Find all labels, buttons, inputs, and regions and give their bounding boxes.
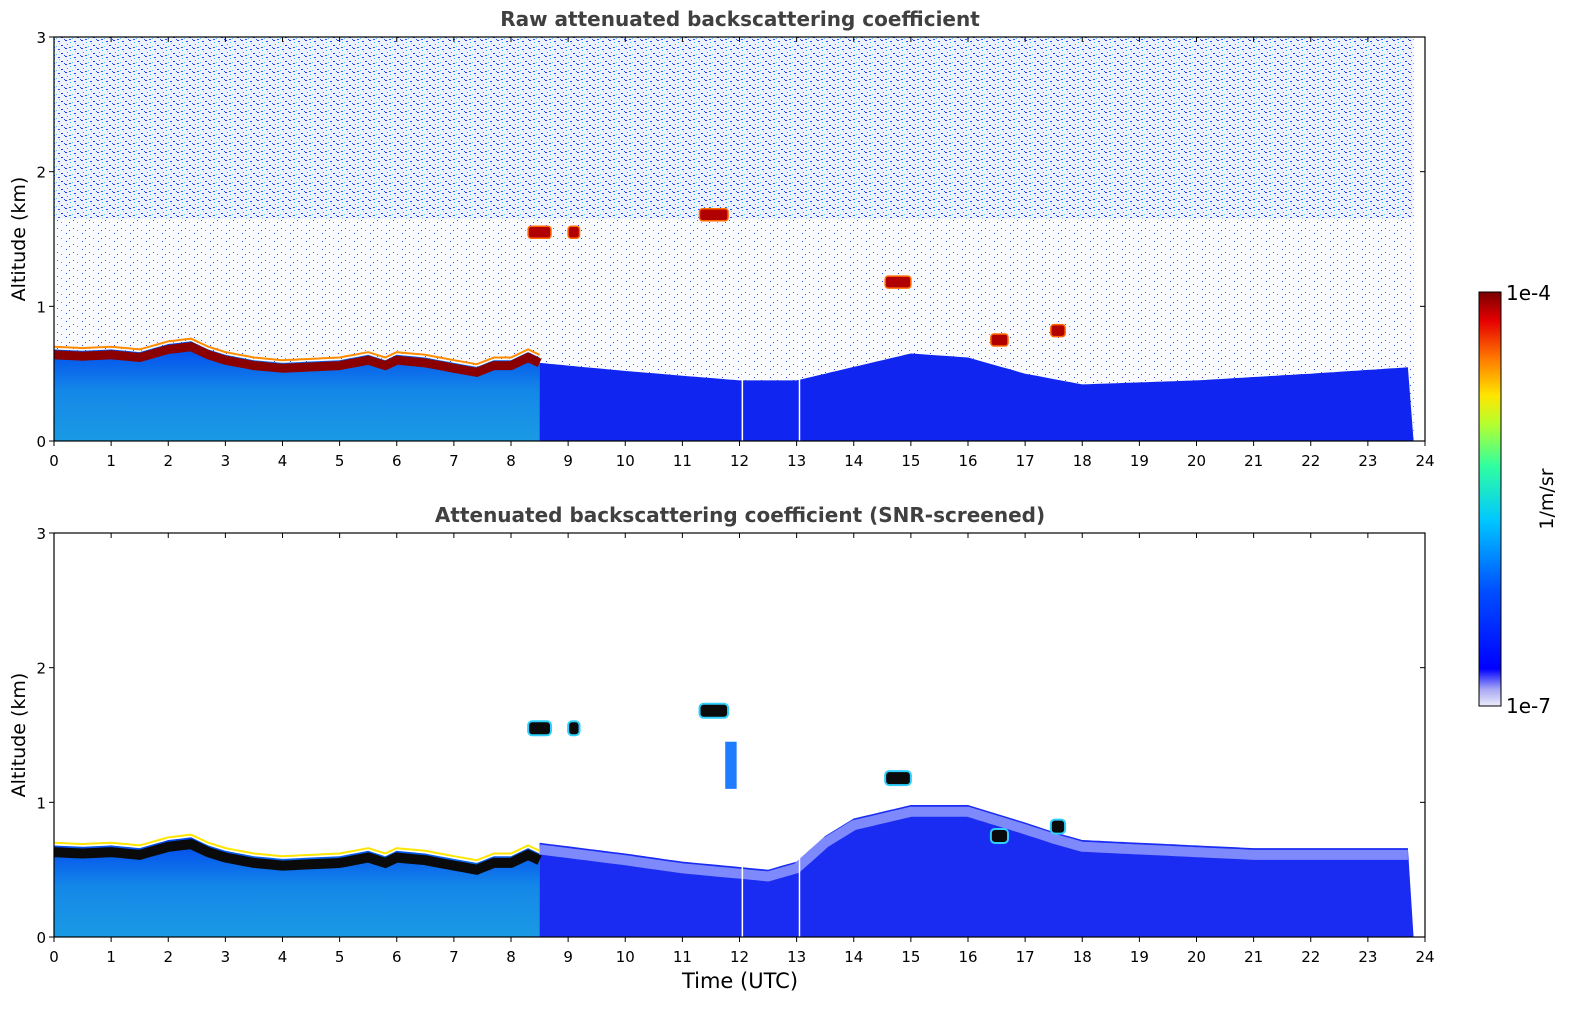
y-tick-label: 2	[36, 660, 46, 678]
x-tick-label: 17	[1016, 452, 1035, 470]
x-tick-label: 2	[163, 452, 173, 470]
x-tick-label: 10	[616, 452, 635, 470]
x-tick-label: 2	[163, 948, 173, 966]
raw-panel-title: Raw attenuated backscattering coefficien…	[500, 7, 980, 31]
colorbar-unit-label: 1/m/sr	[1536, 468, 1558, 529]
x-tick-label: 12	[730, 452, 749, 470]
raw-cloud	[1050, 323, 1066, 338]
raw-cloud	[567, 225, 581, 240]
x-tick-label: 19	[1130, 948, 1149, 966]
x-tick-label: 21	[1244, 948, 1263, 966]
x-tick-label: 23	[1358, 452, 1377, 470]
x-tick-label: 17	[1016, 948, 1035, 966]
x-tick-label: 5	[335, 452, 345, 470]
x-tick-label: 13	[787, 452, 806, 470]
x-tick-label: 19	[1130, 452, 1149, 470]
x-tick-label: 6	[392, 948, 402, 966]
x-tick-label: 11	[673, 948, 692, 966]
snr-panel-title: Attenuated backscattering coefficient (S…	[435, 503, 1045, 527]
x-tick-label: 20	[1187, 948, 1206, 966]
x-tick-label: 24	[1415, 948, 1434, 966]
x-tick-label: 14	[844, 452, 863, 470]
x-tick-label: 0	[49, 452, 59, 470]
snr-cloud	[884, 770, 912, 787]
snr-panel-axes: 0 1 2 3 4 5 6 7 8 9 10 11 12 13 14 15 16 17 18 19 20 21 22 23 24…	[36, 525, 1434, 966]
x-tick-label: 1	[106, 948, 116, 966]
colorbar-gradient	[1478, 291, 1502, 707]
x-tick-label: 3	[221, 452, 231, 470]
y-tick-label: 0	[36, 433, 46, 451]
raw-panel-plot-area	[53, 37, 1414, 441]
x-tick-label: 18	[1073, 452, 1092, 470]
x-tick-label: 14	[844, 948, 863, 966]
x-tick-label: 23	[1358, 948, 1377, 966]
snr-aerosol-fringe	[538, 806, 1408, 882]
snr-bl-top-edge	[53, 833, 541, 862]
snr-cloud	[989, 828, 1009, 844]
snr-bl-top-band	[53, 838, 542, 875]
snr-cloud	[1049, 818, 1067, 835]
x-tick-label: 6	[392, 452, 402, 470]
snr-aerosol-layer	[539, 805, 1414, 937]
x-tick-label: 13	[787, 948, 806, 966]
x-tick-label: 4	[278, 948, 288, 966]
x-tick-label: 3	[221, 948, 231, 966]
raw-residual-layer	[539, 353, 1414, 441]
x-tick-label: 15	[901, 948, 920, 966]
snr-cloud	[567, 720, 581, 737]
x-tick-label: 20	[1187, 452, 1206, 470]
x-tick-label: 22	[1301, 452, 1320, 470]
x-tick-label: 15	[901, 452, 920, 470]
x-tick-label: 18	[1073, 948, 1092, 966]
raw-cloud	[884, 275, 912, 289]
colorbar: 1e-4 1e-7 1/m/sr	[1478, 281, 1558, 718]
raw-bl-top-band	[53, 342, 542, 377]
raw-cloud	[990, 333, 1009, 347]
x-tick-label: 12	[730, 948, 749, 966]
y-tick-label: 3	[36, 525, 46, 543]
colorbar-min-label: 1e-7	[1506, 694, 1551, 718]
snr-cloud	[527, 720, 552, 737]
raw-backscatter-panel: Raw attenuated backscattering coefficien…	[8, 7, 1435, 470]
colorbar-max-label: 1e-4	[1506, 281, 1551, 305]
raw-noise-upper	[54, 37, 1414, 219]
x-tick-label: 10	[616, 948, 635, 966]
snr-screened-panel: Attenuated backscattering coefficient (S…	[8, 503, 1435, 993]
x-tick-label: 7	[449, 452, 459, 470]
raw-cloud	[698, 208, 729, 222]
x-tick-label: 22	[1301, 948, 1320, 966]
y-tick-label: 0	[36, 929, 46, 947]
x-tick-label: 7	[449, 948, 459, 966]
raw-panel-ylabel: Altitude (km)	[8, 177, 30, 302]
y-tick-label: 2	[36, 164, 46, 182]
x-tick-label: 8	[506, 948, 516, 966]
x-tick-label: 24	[1415, 452, 1434, 470]
x-tick-label: 9	[563, 948, 573, 966]
snr-precip-streak	[725, 741, 737, 789]
x-tick-label: 16	[958, 948, 977, 966]
x-tick-label: 16	[958, 452, 977, 470]
snr-panel-ylabel: Altitude (km)	[8, 673, 30, 798]
snr-panel-plot-area	[53, 702, 1414, 937]
x-tick-label: 0	[49, 948, 59, 966]
x-axis-label: Time (UTC)	[681, 969, 798, 993]
x-tick-label: 5	[335, 948, 345, 966]
y-tick-label: 1	[36, 794, 46, 812]
raw-cloud	[527, 225, 552, 240]
x-tick-label: 1	[106, 452, 116, 470]
x-tick-label: 11	[673, 452, 692, 470]
y-tick-label: 1	[36, 298, 46, 316]
raw-bl-top-edge	[53, 337, 541, 366]
snr-cloud	[698, 702, 730, 719]
x-tick-label: 8	[506, 452, 516, 470]
x-tick-label: 4	[278, 452, 288, 470]
raw-panel-axes: 0 1 2 3 4 5 6 7 8 9 10 11 12 13 14 15 16 17 18 19 20 21 22 23 24…	[36, 29, 1434, 470]
x-tick-label: 9	[563, 452, 573, 470]
y-tick-label: 3	[36, 29, 46, 47]
x-tick-label: 21	[1244, 452, 1263, 470]
